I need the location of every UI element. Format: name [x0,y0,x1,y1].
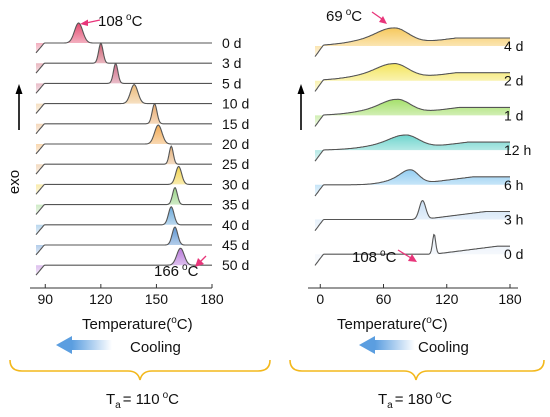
series-fill [315,135,510,162]
right-condition-label: Ta = 180 oC [378,390,452,411]
right-panel: 4 d 2 d 1 d 12 h 6 h 3 h 0 d 0 60 120 180 Tempera… [289,7,545,411]
series-label: 5 d [222,75,241,91]
series-line [35,83,212,114]
x-tick-label: 180 [200,291,224,307]
left-cooling-label: Cooling [130,339,181,356]
series-line [35,187,212,215]
series-label: 20 d [222,136,249,152]
series-line [314,27,510,57]
series-line [35,206,212,236]
series-fill [315,169,510,196]
left-y-label: exo [6,170,23,194]
series-fill [315,63,510,92]
left-curves: 0 d 3 d 5 d 10 d 15 d 20 d 25 d 30 d 35 d 40 d 45 … [35,22,249,276]
series-line [35,102,212,135]
series-line [35,226,212,256]
series-line [35,145,212,175]
series-fill [36,84,212,114]
series-line [314,98,510,127]
series-fill [36,125,212,154]
series-label: 25 d [222,156,249,172]
left-x-label: Temperature(oC) [82,315,193,333]
series-fill [36,187,212,215]
series-label: 35 d [222,197,249,213]
series-fill [36,43,212,74]
series-label: 12 h [504,142,531,158]
series-fill [315,27,510,57]
series-line [35,22,212,54]
series-label: 3 h [504,212,523,228]
right-annotation-69: 69 oC [326,7,387,25]
right-x-ticks: 0 60 120 180 [316,284,522,307]
series-label: 15 d [222,116,249,132]
series-label: 1 d [504,107,523,123]
series-label: 6 h [504,177,523,193]
left-annotation-108: 108 oC [80,12,143,30]
left-x-ticks: 90 120 150 180 [37,284,224,307]
right-brace [289,359,545,381]
series-line [35,247,212,276]
series-label: 40 d [222,217,249,233]
series-line [314,169,510,197]
series-line [314,199,510,232]
series-fill [36,248,212,276]
left-annotation-166: 166 oC [154,255,207,280]
right-exo-arrow [297,84,305,130]
x-tick-label: 120 [435,291,459,307]
series-line [314,233,510,266]
series-fill [36,206,212,235]
series-label: 50 d [222,257,249,273]
x-tick-label: 120 [89,291,113,307]
right-cooling-arrow [359,336,415,354]
left-cooling-arrow [56,336,112,354]
series-fill [36,103,212,134]
series-label: 10 d [222,96,249,112]
series-line [314,63,510,92]
series-label: 2 d [504,73,523,89]
right-curves: 4 d 2 d 1 d 12 h 6 h 3 h 0 d [314,27,531,266]
series-line [35,165,212,195]
left-exo-arrow [15,84,23,130]
series-fill [315,200,510,231]
series-label: 30 d [222,176,249,192]
series-line [35,62,212,94]
series-line [35,124,212,155]
series-label: 45 d [222,237,249,253]
series-label: 4 d [504,38,523,54]
series-fill [36,146,212,175]
series-label: 0 d [222,35,241,51]
series-line [314,134,510,162]
right-cooling-label: Cooling [418,339,469,356]
x-tick-label: 0 [316,291,324,307]
series-line [35,42,212,74]
right-annotation-108: 108 oC [352,248,417,266]
series-fill [36,23,212,53]
x-tick-label: 60 [376,291,392,307]
x-tick-label: 90 [37,291,53,307]
series-fill [36,166,212,195]
left-brace [9,359,271,381]
left-condition-label: Ta = 110 oC [106,390,179,411]
series-label: 0 d [504,246,523,262]
x-tick-label: 180 [498,291,522,307]
series-label: 3 d [222,55,241,71]
left-panel: 0 d 3 d 5 d 10 d 15 d 20 d 25 d 30 d 35 d 40 d 45 … [6,12,271,411]
x-tick-label: 150 [145,291,169,307]
series-fill [36,63,212,94]
series-fill [315,99,510,127]
right-x-label: Temperature(oC) [337,315,448,333]
series-fill [36,227,212,255]
